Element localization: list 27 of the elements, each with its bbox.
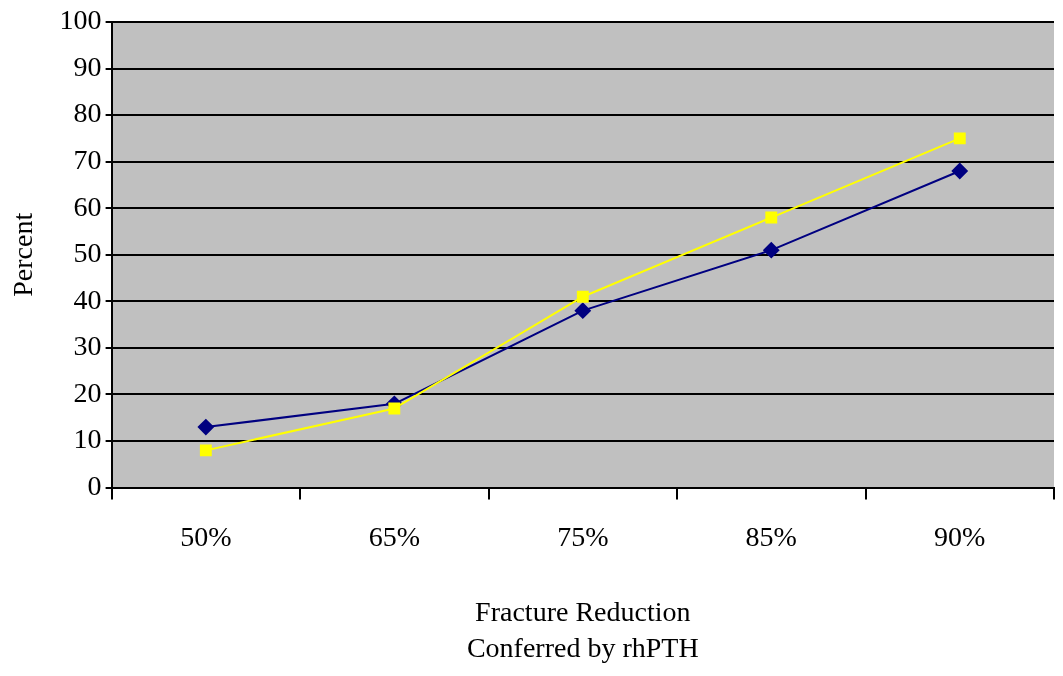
x-tick-label: 65% xyxy=(368,520,420,552)
y-tick-label: 50 xyxy=(73,237,102,269)
x-axis-title: Fracture Reduction Conferred by rhPTH xyxy=(466,595,699,664)
point xyxy=(951,162,968,179)
point xyxy=(765,211,778,224)
point xyxy=(763,242,780,259)
y-axis-title: Percent xyxy=(7,212,39,297)
point xyxy=(953,132,966,145)
y-tick-label: 20 xyxy=(73,376,102,408)
y-tick-label: 10 xyxy=(73,423,102,455)
point xyxy=(388,402,401,415)
y-tick-label: 70 xyxy=(73,144,102,176)
x-tick-label: 85% xyxy=(745,520,797,552)
y-tick-label: 80 xyxy=(73,97,102,129)
y-tick-label: 40 xyxy=(73,283,102,315)
point xyxy=(197,419,214,436)
y-tick-label: 90 xyxy=(73,50,102,82)
point xyxy=(576,290,589,303)
x-tick-label: 90% xyxy=(934,520,986,552)
y-tick-label: 30 xyxy=(73,330,102,362)
y-tick-label: 60 xyxy=(73,190,102,222)
point xyxy=(574,302,591,319)
point xyxy=(199,444,212,457)
y-tick-label: 0 xyxy=(87,469,102,501)
x-tick-label: 50% xyxy=(180,520,232,552)
x-tick-label: 75% xyxy=(557,520,609,552)
y-tick-label: 100 xyxy=(59,4,102,36)
